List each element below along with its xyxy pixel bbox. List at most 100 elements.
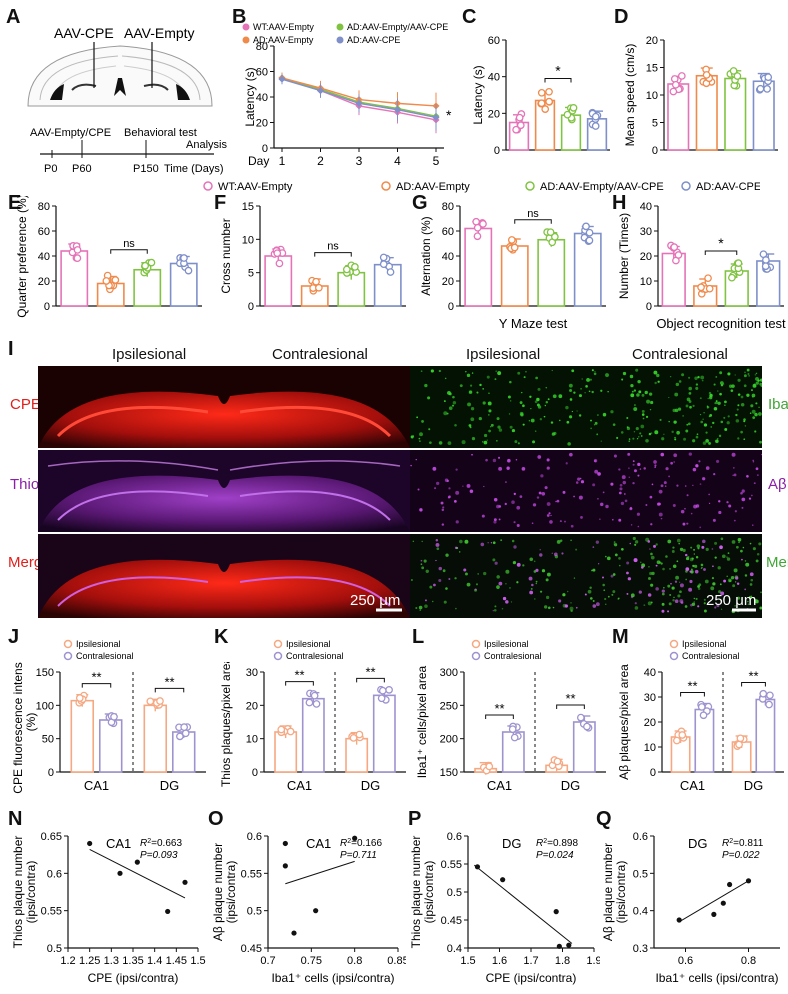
micrograph-dot (613, 454, 617, 458)
chart-c-ytick-label-1: 20 (488, 108, 500, 120)
micrograph-dot (619, 487, 623, 491)
micrograph-dot (709, 413, 713, 417)
micrograph-dot (657, 380, 660, 383)
micrograph-dot (604, 597, 607, 601)
micrograph-dot (709, 395, 712, 398)
micrograph-dot (695, 383, 699, 386)
micrograph-dot (752, 396, 754, 398)
micrograph-dot (432, 466, 437, 471)
micrograph-dot (650, 523, 653, 526)
chart-j-ylabel-0: CPE fluorescence intensity (11, 662, 25, 794)
chart-m-sig-bracket-1 (741, 682, 766, 687)
chart-q-ytick-label-3: 0.6 (633, 831, 648, 843)
micrograph-dot (654, 381, 657, 385)
micrograph-dot (555, 500, 557, 503)
chart-d-point-0-4 (669, 87, 678, 96)
micrograph-dot (693, 553, 696, 555)
chart-q-p: P=0.022 (722, 850, 760, 861)
legend-b-item-1: AD:AAV-Empty/AAV-CPE (336, 22, 448, 32)
chart-o-p: P=0.711 (340, 850, 377, 861)
legend-main-text-3: AD:AAV-CPE (696, 181, 760, 193)
micrograph-dot (598, 518, 601, 521)
chart-e-point-2-5 (147, 258, 156, 267)
micrograph-dot (610, 410, 614, 414)
chart-l-point-0-1-4 (508, 725, 517, 734)
chart-n-ytick-label-2: 0.6 (47, 868, 62, 880)
micrograph-dot (744, 588, 747, 591)
chart-p-xtick-label-4: 1.9 (586, 955, 600, 967)
chart-n-ytick-label-0: 0.5 (47, 943, 62, 955)
micrograph-dot (466, 483, 471, 488)
chart-n-xtick-label-6: 1.5 (190, 955, 205, 967)
micrograph-dot (743, 384, 747, 388)
micrograph-dot (672, 598, 675, 602)
micrograph-dot (575, 481, 579, 484)
micrograph-dot (755, 381, 759, 385)
micrograph-dot (497, 425, 501, 429)
micrograph-dot (469, 489, 474, 494)
chart-j-sig-label-1: ** (164, 674, 174, 689)
micrograph-dot (418, 605, 423, 610)
micrograph-dot (435, 559, 437, 562)
micrograph-dot (713, 383, 716, 386)
micrograph-dot (756, 552, 760, 556)
micrograph-dot (580, 516, 583, 519)
micro-header-left-contra: Contralesional (272, 346, 368, 363)
micrograph-dot (664, 485, 667, 487)
micrograph-dot (618, 491, 622, 495)
micrograph-dot (466, 373, 471, 378)
chart-g-bar-1 (500, 245, 529, 307)
micrograph-dot (646, 399, 651, 404)
micrograph-dot (676, 430, 680, 435)
micrograph-dot (600, 440, 602, 442)
micrograph-dot (632, 536, 636, 541)
micrograph-dot (493, 498, 498, 502)
micrograph-dot (680, 509, 685, 514)
chart-d-ytick-label-3: 15 (646, 63, 658, 75)
micrograph-dot (533, 560, 536, 563)
micrograph-dot (447, 441, 452, 446)
micrograph-dot (436, 481, 440, 486)
chart-h-point-1-5 (697, 283, 705, 292)
micrograph-dot (759, 440, 762, 444)
micro-label-iba1: Iba1 (768, 396, 788, 413)
micrograph-dot (540, 474, 544, 478)
chart-e-point-3-4 (184, 266, 193, 275)
micrograph-dot (420, 563, 423, 566)
chart-h-ytick-label-4: 40 (640, 201, 652, 213)
micrograph-dot (658, 512, 663, 517)
micrograph-dot (597, 498, 599, 500)
micrograph-dot (535, 376, 538, 380)
micrograph-dot (749, 572, 754, 577)
chart-m-abeta-bar: 0 10 20 30 40 Aβ plaques/pixel area ** CA1 ** DG (617, 664, 784, 793)
micrograph-dot (459, 384, 463, 388)
micrograph-dot (647, 593, 652, 597)
micrograph-dot (553, 431, 557, 435)
micrograph-dot (753, 482, 756, 485)
micrograph-dot (525, 370, 527, 373)
micrograph-dot (595, 602, 600, 607)
chart-c-point-1-5 (537, 99, 546, 108)
micrograph-dot (530, 408, 532, 410)
micrograph-dot (712, 565, 714, 568)
legend-m: Ipsilesional Contralesional (669, 639, 740, 661)
micrograph-dot (668, 602, 672, 606)
micrograph-dot (425, 569, 429, 573)
legend-l-text-0: Ipsilesional (484, 639, 529, 649)
legend-main-item-2: AD:AAV-Empty/AAV-CPE (525, 181, 664, 193)
micrograph-dot (671, 430, 674, 434)
chart-m-point-0-1-4 (697, 703, 706, 711)
micrograph-dot (438, 579, 442, 583)
legend-k-text-1: Contralesional (286, 651, 344, 661)
micrograph-dot (605, 555, 607, 558)
micrograph-dot (516, 523, 520, 527)
micrograph-dot (742, 546, 745, 549)
micrograph-dot (693, 504, 698, 509)
micrograph-dot (751, 494, 753, 497)
panel-letter-a: A (6, 6, 21, 28)
micrograph-dot (578, 394, 582, 398)
micrograph-dot (618, 564, 621, 567)
micrograph-dot (445, 553, 449, 557)
chart-c-ylabel: Latency (s) (471, 65, 485, 124)
micrograph-dot (699, 483, 702, 485)
